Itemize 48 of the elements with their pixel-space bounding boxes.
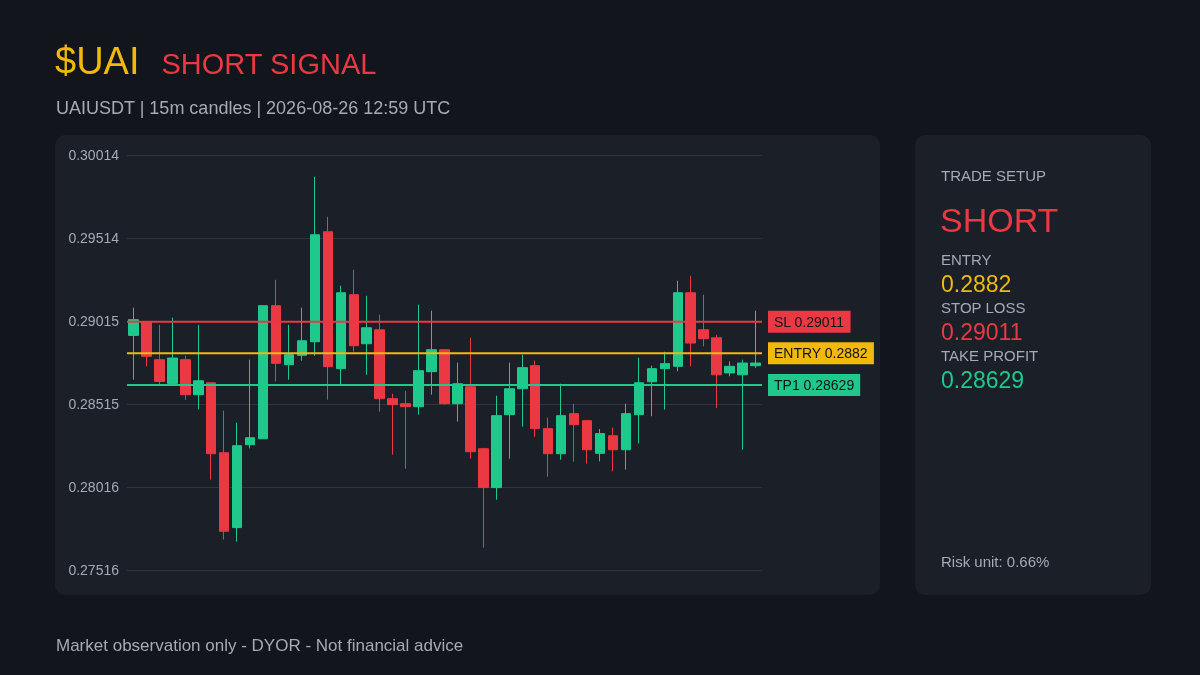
candlestick	[530, 360, 540, 438]
y-tick-label: 0.28016	[68, 478, 120, 495]
candlestick	[128, 307, 139, 381]
candlestick	[673, 280, 683, 372]
candlestick	[724, 360, 735, 377]
candlestick	[439, 349, 450, 406]
candlestick	[608, 427, 618, 472]
candlestick	[711, 334, 722, 409]
y-tick-label: 0.30014	[68, 147, 120, 163]
text: 0.28629	[941, 367, 1025, 394]
candlestick	[465, 337, 476, 460]
candlestick	[621, 403, 631, 471]
ref-line-label: ENTRY 0.2882	[774, 345, 868, 362]
y-tick-label: 0.29514	[68, 230, 120, 247]
candlestick	[219, 410, 229, 541]
y-tick-label: 0.29015	[68, 312, 120, 329]
text: Market observation only - DYOR - Not financial advice	[56, 636, 464, 656]
ref-line-label: SL 0.29011	[774, 313, 845, 330]
candlestick	[180, 355, 191, 401]
y-tick-label: 0.28515	[68, 396, 120, 413]
chart-title: $UAI	[55, 40, 140, 82]
ref-line-label: TP1 0.28629	[774, 377, 855, 394]
text: UAIUSDT | 15m candles | 2026-08-26 12:59 UTC	[56, 98, 451, 119]
text: TRADE SETUP	[941, 167, 1047, 184]
candlestick	[361, 295, 372, 376]
y-tick-label: 0.27516	[68, 562, 120, 578]
candlestick	[582, 420, 592, 465]
candlestick	[154, 324, 165, 386]
candlestick	[543, 417, 553, 478]
candlestick	[478, 447, 489, 549]
text: 0.29011	[941, 319, 1023, 346]
candlestick	[400, 390, 411, 470]
candlestick	[387, 393, 398, 456]
text: SHORT	[940, 201, 1059, 240]
text: 0.2882	[941, 271, 1012, 298]
text: TAKE PROFIT	[941, 347, 1039, 364]
chart-subtitle: SHORT SIGNAL	[161, 48, 377, 80]
candlestick	[206, 382, 216, 481]
text: Risk unit: 0.66%	[941, 553, 1050, 570]
text: ENTRY	[941, 251, 992, 268]
candlestick	[569, 403, 579, 463]
candlestick	[595, 428, 605, 462]
candlestick	[750, 310, 761, 369]
candlestick	[232, 422, 242, 543]
candlestick	[284, 324, 294, 381]
candlestick	[310, 176, 320, 357]
candlestick	[491, 395, 502, 501]
text: STOP LOSS	[941, 299, 1026, 316]
